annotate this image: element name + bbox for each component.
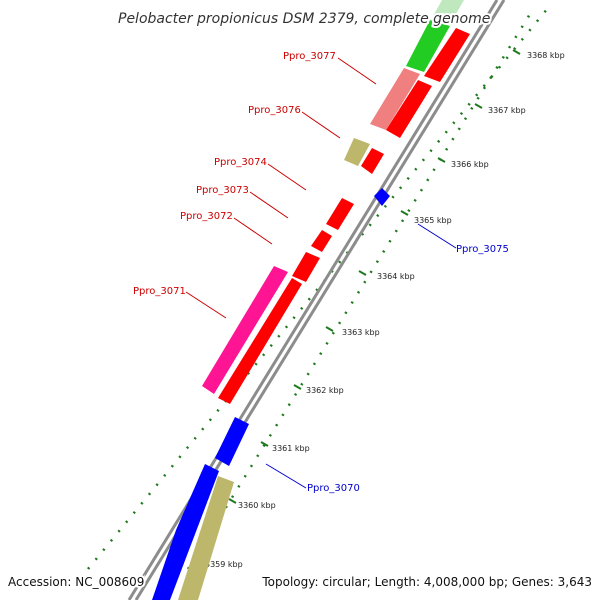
forward-strand-features (202, 0, 464, 394)
scale-label: 3360 kbp (238, 501, 276, 510)
gene-red-3077 (386, 80, 432, 138)
scale-label: 3365 kbp (414, 216, 452, 225)
gene-label-ppro-3074: Ppro_3074 (214, 157, 267, 168)
scale-labels: 3359 kbp 3360 kbp 3361 kbp 3362 kbp 3363… (205, 51, 565, 569)
gene-ppro-3070-arrow (215, 417, 249, 466)
leader-ppro-3072 (233, 217, 273, 245)
leader-ppro-3076 (301, 111, 341, 139)
inner-tick-track (186, 13, 532, 570)
scale-label: 3368 kbp (527, 51, 565, 60)
scale-tick (293, 384, 302, 390)
scale-label: 3366 kbp (451, 160, 489, 169)
topology-summary: Topology: circular; Length: 4,008,000 bp… (261, 575, 592, 589)
leader-ppro-3070 (265, 463, 307, 489)
scale-label: 3359 kbp (205, 560, 243, 569)
accession-text: Accession: NC_008609 (8, 575, 144, 589)
gene-label-ppro-3072: Ppro_3072 (180, 211, 233, 222)
gene-green (406, 20, 450, 72)
gene-labels: Ppro_3077 Ppro_3076 Ppro_3074 Ppro_3073 … (133, 51, 509, 494)
leader-ppro-3073 (249, 191, 289, 219)
gene-green-fade (432, 0, 464, 24)
gene-red-long (218, 278, 302, 404)
gene-red-3076 (361, 148, 384, 174)
leader-ppro-3071 (185, 291, 227, 319)
scale-tick (437, 157, 446, 163)
gene-red-3072 (292, 252, 320, 282)
gene-ppro-3076-khaki (344, 138, 370, 166)
outer-tick-track (87, 7, 549, 570)
scale-label: 3364 kbp (377, 272, 415, 281)
scale-label: 3361 kbp (272, 444, 310, 453)
gene-label-ppro-3070: Ppro_3070 (307, 483, 360, 494)
gene-label-ppro-3073: Ppro_3073 (196, 185, 249, 196)
scale-tick (228, 498, 237, 504)
scale-tick (358, 270, 367, 276)
scale-label: 3363 kbp (342, 328, 380, 337)
scale-label: 3362 kbp (306, 386, 344, 395)
reverse-strand-features (152, 28, 470, 600)
gene-label-ppro-3076: Ppro_3076 (248, 105, 301, 116)
scale-tick (260, 441, 269, 447)
gene-label-ppro-3077: Ppro_3077 (283, 51, 336, 62)
gene-ppro-3077-salmon (370, 68, 420, 130)
leader-ppro-3077 (337, 57, 377, 85)
leader-ppro-3074 (267, 163, 307, 191)
gene-red-3074 (326, 198, 354, 230)
gene-ppro-3071-pink (202, 266, 288, 394)
label-leaders (185, 57, 457, 489)
leader-ppro-3075 (417, 223, 457, 249)
gene-red-top (424, 28, 470, 82)
scale-tick (400, 210, 409, 216)
scale-label: 3367 kbp (488, 106, 526, 115)
scale-ticks (195, 49, 521, 559)
gene-khaki-lower (178, 476, 234, 600)
gene-label-ppro-3071: Ppro_3071 (133, 286, 186, 297)
gene-red-3073 (311, 230, 332, 252)
gene-label-ppro-3075: Ppro_3075 (456, 244, 509, 255)
scale-tick (325, 326, 334, 332)
scale-tick (512, 49, 521, 55)
gene-ppro-3070-blue (152, 464, 219, 600)
scale-tick (474, 103, 483, 109)
page-title: Pelobacter propionicus DSM 2379, complet… (118, 11, 490, 27)
gene-ppro-3075-blue (374, 188, 390, 206)
